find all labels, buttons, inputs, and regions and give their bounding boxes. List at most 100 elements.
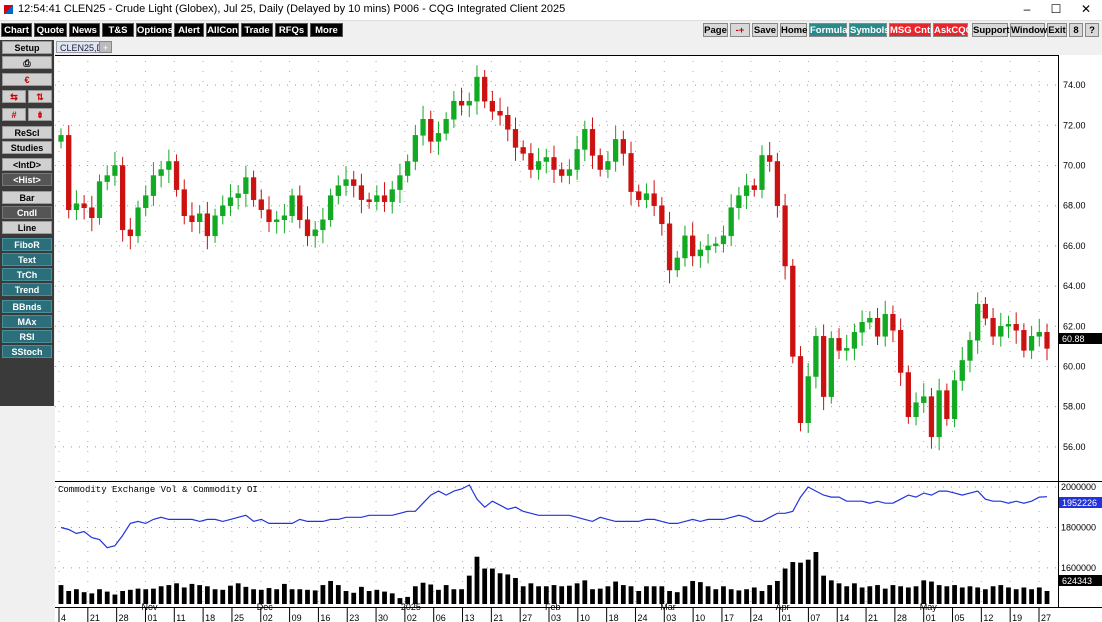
menu-ts-button[interactable]: T&S (102, 23, 134, 37)
candle-body (289, 195, 295, 216)
menu-news-button[interactable]: News (69, 23, 100, 37)
volume-bar (852, 583, 857, 604)
msg-center-button[interactable]: MSG Cntr (889, 23, 934, 37)
historical-button[interactable]: <Hist> (2, 173, 52, 186)
date-tick-label: 28 (119, 613, 129, 622)
rsi-button[interactable]: RSI (2, 330, 52, 343)
menu-allcon-button[interactable]: AllCon (206, 23, 239, 37)
candle-body (551, 157, 557, 170)
maximize-button[interactable]: ☐ (1050, 2, 1062, 16)
candle-chart-button[interactable]: Cndl (2, 206, 52, 219)
candle-body (928, 396, 935, 438)
candle-body (451, 100, 457, 120)
volume-bar (204, 586, 210, 604)
volume-bar (651, 586, 657, 604)
volume-bar (420, 582, 426, 604)
candle-body (990, 317, 996, 337)
volume-bar (805, 559, 811, 604)
text-button[interactable]: Text (2, 253, 52, 266)
volume-bar (228, 585, 233, 604)
volume-bar (836, 583, 842, 604)
menu-more-button[interactable]: More (310, 23, 343, 37)
trch-button[interactable]: TrCh (2, 268, 52, 281)
zoom-button[interactable]: -+ (730, 23, 750, 37)
layout-button[interactable]: 8 (1069, 23, 1083, 37)
candle-body (405, 161, 411, 176)
volume-bar (1013, 589, 1019, 604)
candle-body (651, 193, 657, 206)
symbols-button[interactable]: Symbols (849, 23, 890, 37)
page-button[interactable]: Page (703, 23, 728, 37)
home-button[interactable]: Home (780, 23, 808, 37)
support-button[interactable]: Support (972, 23, 1010, 37)
volume-bar (667, 591, 672, 604)
date-tick-label: 28 (897, 613, 907, 622)
candle-body (636, 191, 642, 200)
studies-button[interactable]: Studies (2, 141, 52, 154)
volume-last-value: 624343 (1062, 576, 1092, 586)
volume-bar (81, 592, 87, 604)
save-button[interactable]: Save (752, 23, 778, 37)
close-button[interactable]: ✕ (1080, 2, 1092, 16)
volume-bar (959, 587, 965, 604)
setup-button[interactable]: Setup (2, 41, 52, 54)
help-button[interactable]: ? (1085, 23, 1099, 37)
bbnds-button[interactable]: BBnds (2, 300, 52, 313)
volume-bar (782, 568, 788, 604)
candle-body (312, 229, 318, 237)
scroll-right-button[interactable]: ⇅ (28, 90, 52, 103)
volume-bar (644, 586, 649, 604)
compress-button[interactable]: # (2, 108, 26, 121)
candle-body (828, 338, 834, 397)
minimize-button[interactable]: – (1023, 2, 1031, 16)
candle-body (743, 185, 750, 196)
date-tick-label: 03 (551, 613, 561, 622)
line-chart-button[interactable]: Line (2, 221, 52, 234)
volume-bar (567, 585, 572, 604)
rescale-button[interactable]: ReScl (2, 126, 52, 139)
sstoch-button[interactable]: SStoch (2, 345, 52, 358)
scroll-left-button[interactable]: ⇆ (2, 90, 26, 103)
expand-icon: ⇟ (36, 110, 44, 120)
candle-body (474, 76, 480, 102)
price-chart[interactable]: 56.00 58.00 60.00 62.00 64.00 66.00 68.00 70.00… (55, 55, 1102, 622)
printer-icon: ⎙ (23, 58, 31, 68)
intraday-button[interactable]: <IntD> (2, 158, 52, 171)
volume-bar (366, 591, 372, 604)
date-tick-label: 30 (378, 613, 388, 622)
trend-button[interactable]: Trend (2, 283, 52, 296)
date-tick-label: 17 (724, 613, 734, 622)
menu-trade-button[interactable]: Trade (241, 23, 273, 37)
candle-body (882, 313, 888, 337)
menu-quote-button[interactable]: Quote (34, 23, 67, 37)
menu-rfqs-button[interactable]: RFQs (275, 23, 308, 37)
formula-button[interactable]: Formula (809, 23, 848, 37)
add-tab-button[interactable]: + (99, 41, 113, 53)
candles (58, 65, 1050, 451)
menu-alert-button[interactable]: Alert (174, 23, 204, 37)
menu-options-button[interactable]: Options (136, 23, 173, 37)
volume-bar (728, 589, 734, 604)
expand-button[interactable]: ⇟ (28, 108, 52, 121)
askcqg-button[interactable]: AskCQG (933, 23, 974, 37)
max-button[interactable]: MAx (2, 315, 52, 328)
volume-bar (258, 589, 264, 604)
color-button[interactable]: € (2, 73, 52, 86)
volume-bar (397, 598, 403, 604)
volume-bar (1036, 587, 1042, 604)
candle-body (466, 100, 472, 106)
candle-body (913, 402, 919, 417)
volume-bar (990, 586, 996, 604)
exit-button[interactable]: Exit (1047, 23, 1067, 37)
price-tick-label: 64.00 (1063, 281, 1086, 291)
month-label: Nov (141, 602, 158, 612)
price-tick-label: 56.00 (1063, 442, 1086, 452)
menu-chart-button[interactable]: Chart (1, 23, 32, 37)
fibor-button[interactable]: FiboR (2, 238, 52, 251)
candle-body (813, 336, 819, 377)
print-button[interactable]: ⎙ (2, 56, 52, 69)
date-tick-label: 01 (926, 613, 936, 622)
bar-chart-button[interactable]: Bar (2, 191, 52, 204)
volume-bar (867, 586, 873, 604)
window-button[interactable]: Window (1010, 23, 1048, 37)
